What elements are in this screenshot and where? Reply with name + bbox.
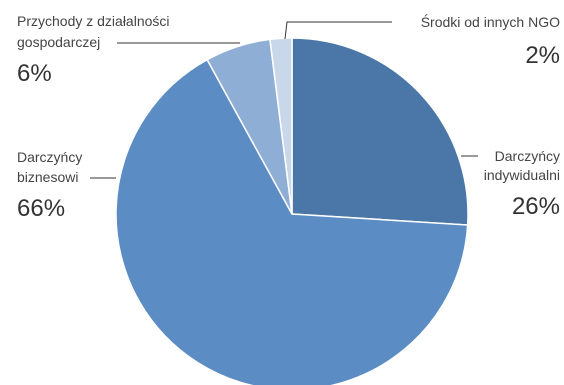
slice-value-biznesowi: 66% xyxy=(17,195,65,222)
slice-value-dzialalnosc: 6% xyxy=(17,60,52,87)
slice-label-ngo-line1: Środki od innych NGO xyxy=(421,13,560,30)
slice-label-dzialalnosc-line1: Przychody z działalności xyxy=(17,13,170,29)
slice-label-biznesowi-line1: Darczyńcy xyxy=(17,149,82,165)
leader-line-ngo xyxy=(284,21,392,40)
pie-slice-biznesowi xyxy=(115,58,469,385)
slice-value-indywidualni: 26% xyxy=(512,193,560,220)
pie-slice-indywidualni xyxy=(291,37,469,226)
pie-slices xyxy=(115,37,469,385)
pie-slice-ngo xyxy=(269,37,293,215)
slice-label-indywidualni-line1: Darczyńcy xyxy=(495,148,560,164)
slice-label-indywidualni-line2: indywidualni xyxy=(484,167,560,183)
slice-label-dzialalnosc-line2: gospodarczej xyxy=(17,34,100,50)
slice-label-biznesowi-line2: biznesowi xyxy=(17,169,78,185)
slice-value-ngo: 2% xyxy=(525,42,560,69)
